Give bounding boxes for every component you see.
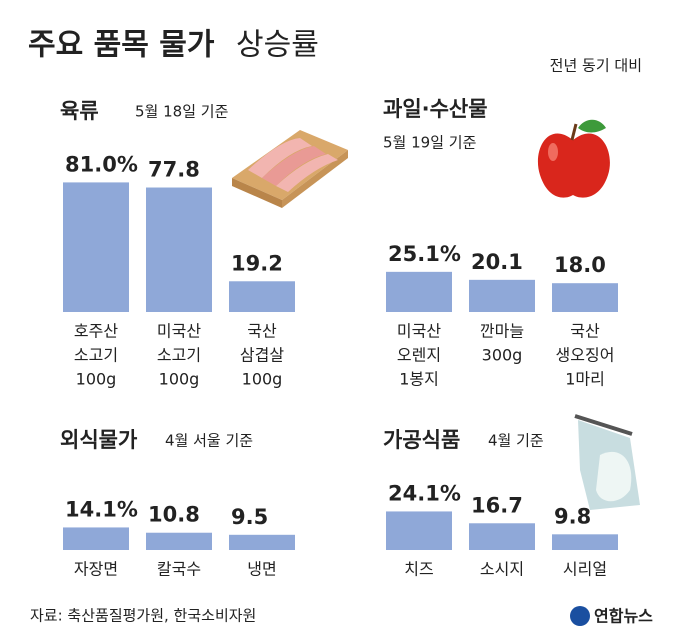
chart-title: 가공식품 xyxy=(383,428,460,452)
chart-title: 과일·수산물 xyxy=(383,97,488,121)
category-label: 미국산 xyxy=(157,322,201,341)
bar xyxy=(386,511,452,550)
bar xyxy=(146,532,212,550)
bar xyxy=(63,527,129,550)
bar xyxy=(552,534,618,550)
value-label: 77.8 xyxy=(148,158,200,182)
bar xyxy=(469,279,535,312)
bar xyxy=(229,534,295,550)
package-illustration xyxy=(574,414,640,510)
category-label: 삼겹살 xyxy=(240,346,284,365)
title-suffix: 상승률 xyxy=(236,28,319,63)
value-label: 19.2 xyxy=(231,251,283,275)
bar xyxy=(469,523,535,550)
value-label: 9.5 xyxy=(231,505,268,529)
category-label: 자장면 xyxy=(74,560,118,579)
logo-icon xyxy=(570,606,590,626)
value-label: 10.8 xyxy=(148,503,200,527)
category-label: 미국산 xyxy=(397,322,441,341)
category-label: 소고기 xyxy=(74,346,118,365)
chart-title: 외식물가 xyxy=(60,428,138,452)
category-label: 100g xyxy=(242,370,283,389)
note: 전년 동기 대비 xyxy=(550,57,642,75)
chart-subtitle: 4월 서울 기준 xyxy=(165,432,253,450)
category-label: 소고기 xyxy=(157,346,201,365)
bar xyxy=(386,271,452,312)
value-label: 18.0 xyxy=(554,253,606,277)
category-label: 1마리 xyxy=(565,370,605,389)
category-label: 300g xyxy=(482,346,523,365)
logo-text: 연합뉴스 xyxy=(594,607,653,626)
title: 주요 품목 물가 xyxy=(28,28,215,63)
category-label: 100g xyxy=(76,370,117,389)
chart-subtitle: 4월 기준 xyxy=(488,432,544,450)
category-label: 칼국수 xyxy=(157,560,201,579)
apple-illustration xyxy=(537,119,610,198)
category-label: 1봉지 xyxy=(399,370,439,389)
category-label: 국산 xyxy=(247,322,277,341)
value-label: 9.8 xyxy=(554,504,591,528)
category-label: 100g xyxy=(159,370,200,389)
chart-subtitle: 5월 18일 기준 xyxy=(135,103,229,121)
value-label: 24.1% xyxy=(388,481,461,505)
logo: 연합뉴스 xyxy=(570,606,653,626)
bar xyxy=(229,281,295,312)
category-label: 오렌지 xyxy=(397,346,441,365)
category-label: 깐마늘 xyxy=(480,322,524,341)
category-label: 생오징어 xyxy=(556,346,615,365)
category-label: 소시지 xyxy=(480,560,524,579)
value-label: 20.1 xyxy=(471,250,523,274)
value-label: 25.1% xyxy=(388,242,461,266)
category-label: 치즈 xyxy=(404,560,433,579)
bar xyxy=(146,187,212,312)
chart-subtitle: 5월 19일 기준 xyxy=(383,134,477,152)
bar xyxy=(552,283,618,312)
value-label: 16.7 xyxy=(471,493,523,517)
category-label: 냉면 xyxy=(247,560,276,579)
chart-title: 육류 xyxy=(60,99,99,123)
bacon-illustration xyxy=(232,130,348,208)
value-label: 14.1% xyxy=(65,497,138,521)
bar xyxy=(63,182,129,312)
category-label: 호주산 xyxy=(74,322,118,341)
value-label: 81.0% xyxy=(65,152,138,176)
category-label: 국산 xyxy=(570,322,600,341)
source: 자료: 축산품질평가원, 한국소비자원 xyxy=(30,607,256,625)
category-label: 시리얼 xyxy=(563,560,607,579)
